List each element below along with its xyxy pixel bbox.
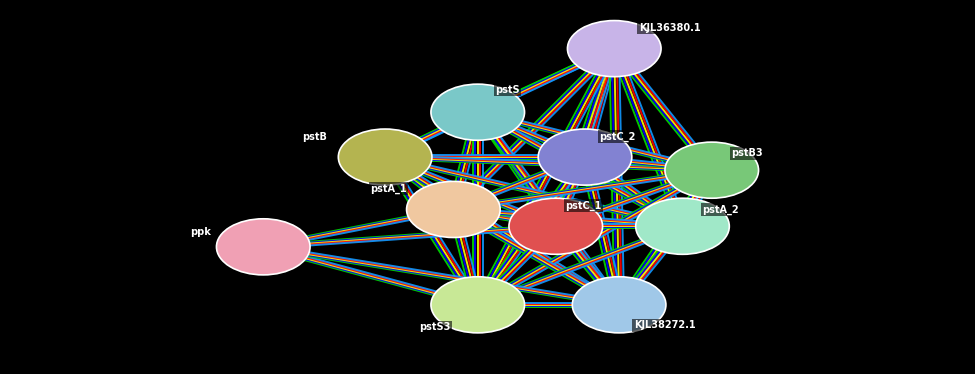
Text: KJL36380.1: KJL36380.1 xyxy=(639,23,700,33)
Text: pstA_2: pstA_2 xyxy=(702,204,739,215)
Text: pstB: pstB xyxy=(302,132,328,141)
Ellipse shape xyxy=(567,21,661,77)
Text: KJL38272.1: KJL38272.1 xyxy=(634,321,695,330)
Text: pstS: pstS xyxy=(495,85,520,95)
Ellipse shape xyxy=(431,84,525,140)
Ellipse shape xyxy=(665,142,759,198)
Text: pstC_1: pstC_1 xyxy=(566,200,602,211)
Ellipse shape xyxy=(538,129,632,185)
Text: pstB3: pstB3 xyxy=(731,148,762,158)
Text: ppk: ppk xyxy=(190,227,211,237)
Ellipse shape xyxy=(636,198,729,254)
Ellipse shape xyxy=(572,277,666,333)
Ellipse shape xyxy=(407,181,500,237)
Text: pstS3: pstS3 xyxy=(419,322,450,332)
Ellipse shape xyxy=(431,277,525,333)
Text: pstA_1: pstA_1 xyxy=(370,184,408,194)
Ellipse shape xyxy=(509,198,603,254)
Ellipse shape xyxy=(216,219,310,275)
Text: pstC_2: pstC_2 xyxy=(600,131,636,142)
Ellipse shape xyxy=(338,129,432,185)
